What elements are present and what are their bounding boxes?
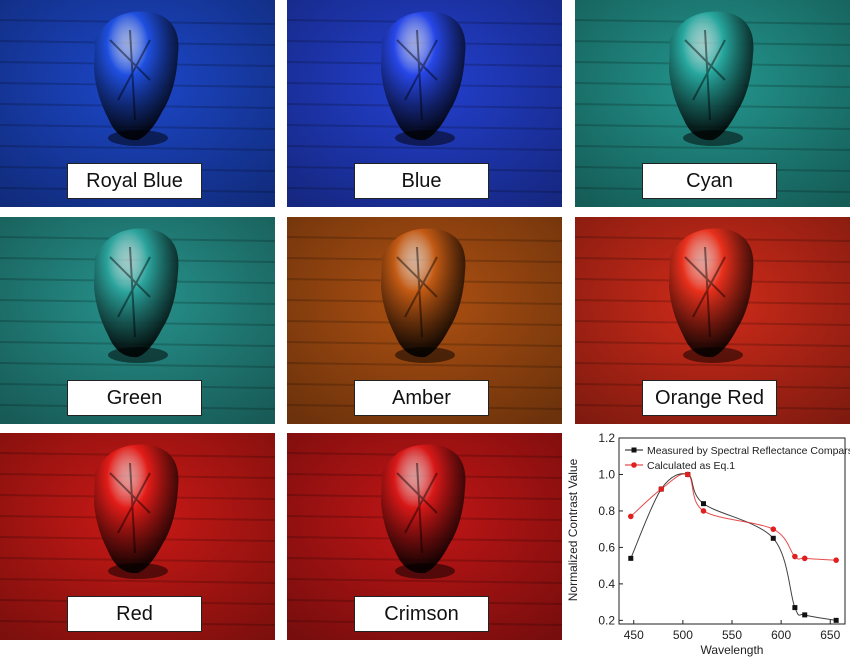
panel-label: Green <box>67 380 202 416</box>
panel-label: Cyan <box>642 163 777 199</box>
wood-grain <box>287 362 562 368</box>
data-point <box>700 508 707 514</box>
wood-grain <box>0 362 275 368</box>
head-shadow <box>108 347 168 363</box>
data-point <box>801 555 808 562</box>
head-specimen <box>381 228 466 358</box>
photo-panel-cyan: Cyan <box>575 0 850 207</box>
data-point <box>792 605 798 611</box>
panel-label: Orange Red <box>642 380 777 416</box>
x-tick-label: 600 <box>771 628 791 642</box>
series-layer <box>627 471 839 623</box>
y-tick-label: 0.8 <box>598 504 615 518</box>
head-shadow <box>683 347 743 363</box>
head-shadow <box>108 563 168 579</box>
panel-label: Royal Blue <box>67 163 202 199</box>
head-creases <box>109 462 151 554</box>
data-point <box>833 557 839 563</box>
head-shadow <box>108 130 168 146</box>
photo-panel-green: Green <box>0 217 275 424</box>
photo-panel-blue: Blue <box>287 0 562 207</box>
head-creases <box>684 29 726 121</box>
legend: Measured by Spectral Reflectance Compars… <box>625 445 850 472</box>
panel-label: Blue <box>354 163 489 199</box>
head-specimen <box>94 444 179 574</box>
photo-panel-royal-blue: Royal Blue <box>0 0 275 207</box>
head-creases <box>109 29 151 121</box>
legend-label: Measured by Spectral Reflectance Compars… <box>647 445 850 457</box>
photo-panel-red: Red <box>0 433 275 640</box>
head-creases <box>396 29 438 121</box>
head-specimen <box>669 228 754 358</box>
head-specimen <box>669 11 754 141</box>
x-tick-label: 650 <box>820 628 840 642</box>
head-creases <box>396 462 438 554</box>
photo-panel-amber: Amber <box>287 217 562 424</box>
legend-marker <box>631 462 637 468</box>
photo-panel-orange-red: Orange Red <box>575 217 850 424</box>
head-creases <box>396 246 438 338</box>
data-point <box>770 526 777 532</box>
data-point <box>792 553 798 560</box>
data-point <box>628 555 634 561</box>
wood-grain <box>575 362 850 368</box>
x-tick-label: 500 <box>673 628 693 642</box>
y-axis-label: Normalized Contrast Value <box>566 458 580 601</box>
head-specimen <box>94 11 179 141</box>
wood-grain <box>287 145 562 151</box>
contrast-chart: 0.2 0.4 0.6 0.8 1.0 1.2 450 500 550 600 650 Measur… <box>563 428 850 657</box>
legend-label: Calculated as Eq.1 <box>647 460 735 472</box>
y-tick-label: 0.2 <box>598 613 615 627</box>
panel-label: Crimson <box>354 596 489 632</box>
photo-image <box>0 0 275 207</box>
legend-marker <box>631 447 637 453</box>
head-specimen <box>94 228 179 358</box>
y-tick-label: 0.6 <box>598 540 615 554</box>
data-point <box>802 612 808 618</box>
head-specimen <box>381 11 466 141</box>
head-specimen <box>381 444 466 574</box>
wood-grain <box>287 578 562 584</box>
data-point <box>627 513 634 520</box>
series-line <box>630 473 837 621</box>
data-point <box>833 617 839 623</box>
panel-label: Red <box>67 596 202 632</box>
x-tick-label: 450 <box>624 628 644 642</box>
y-tick-label: 1.2 <box>598 431 615 445</box>
y-tick-label: 0.4 <box>598 577 615 591</box>
x-tick-label: 550 <box>722 628 742 642</box>
panel-label: Amber <box>354 380 489 416</box>
y-tick-label: 1.0 <box>598 467 615 481</box>
chart-svg: 0.2 0.4 0.6 0.8 1.0 1.2 450 500 550 600 650 Measur… <box>566 431 850 657</box>
data-point <box>684 471 691 478</box>
data-point <box>770 535 776 541</box>
wood-grain <box>575 145 850 151</box>
x-axis-label: Wavelength <box>701 643 764 657</box>
head-shadow <box>395 347 455 363</box>
photo-image <box>287 433 562 640</box>
head-shadow <box>395 563 455 579</box>
data-point <box>658 486 665 492</box>
axes-ticks: 0.2 0.4 0.6 0.8 1.0 1.2 450 500 550 600 650 <box>598 431 840 642</box>
head-creases <box>109 246 151 338</box>
photo-panel-crimson: Crimson <box>287 433 562 640</box>
head-shadow <box>683 130 743 146</box>
wood-grain <box>0 578 275 584</box>
photo-image <box>287 217 562 424</box>
data-point <box>701 501 707 507</box>
head-shadow <box>395 130 455 146</box>
head-creases <box>684 246 726 338</box>
wood-grain <box>0 145 275 151</box>
